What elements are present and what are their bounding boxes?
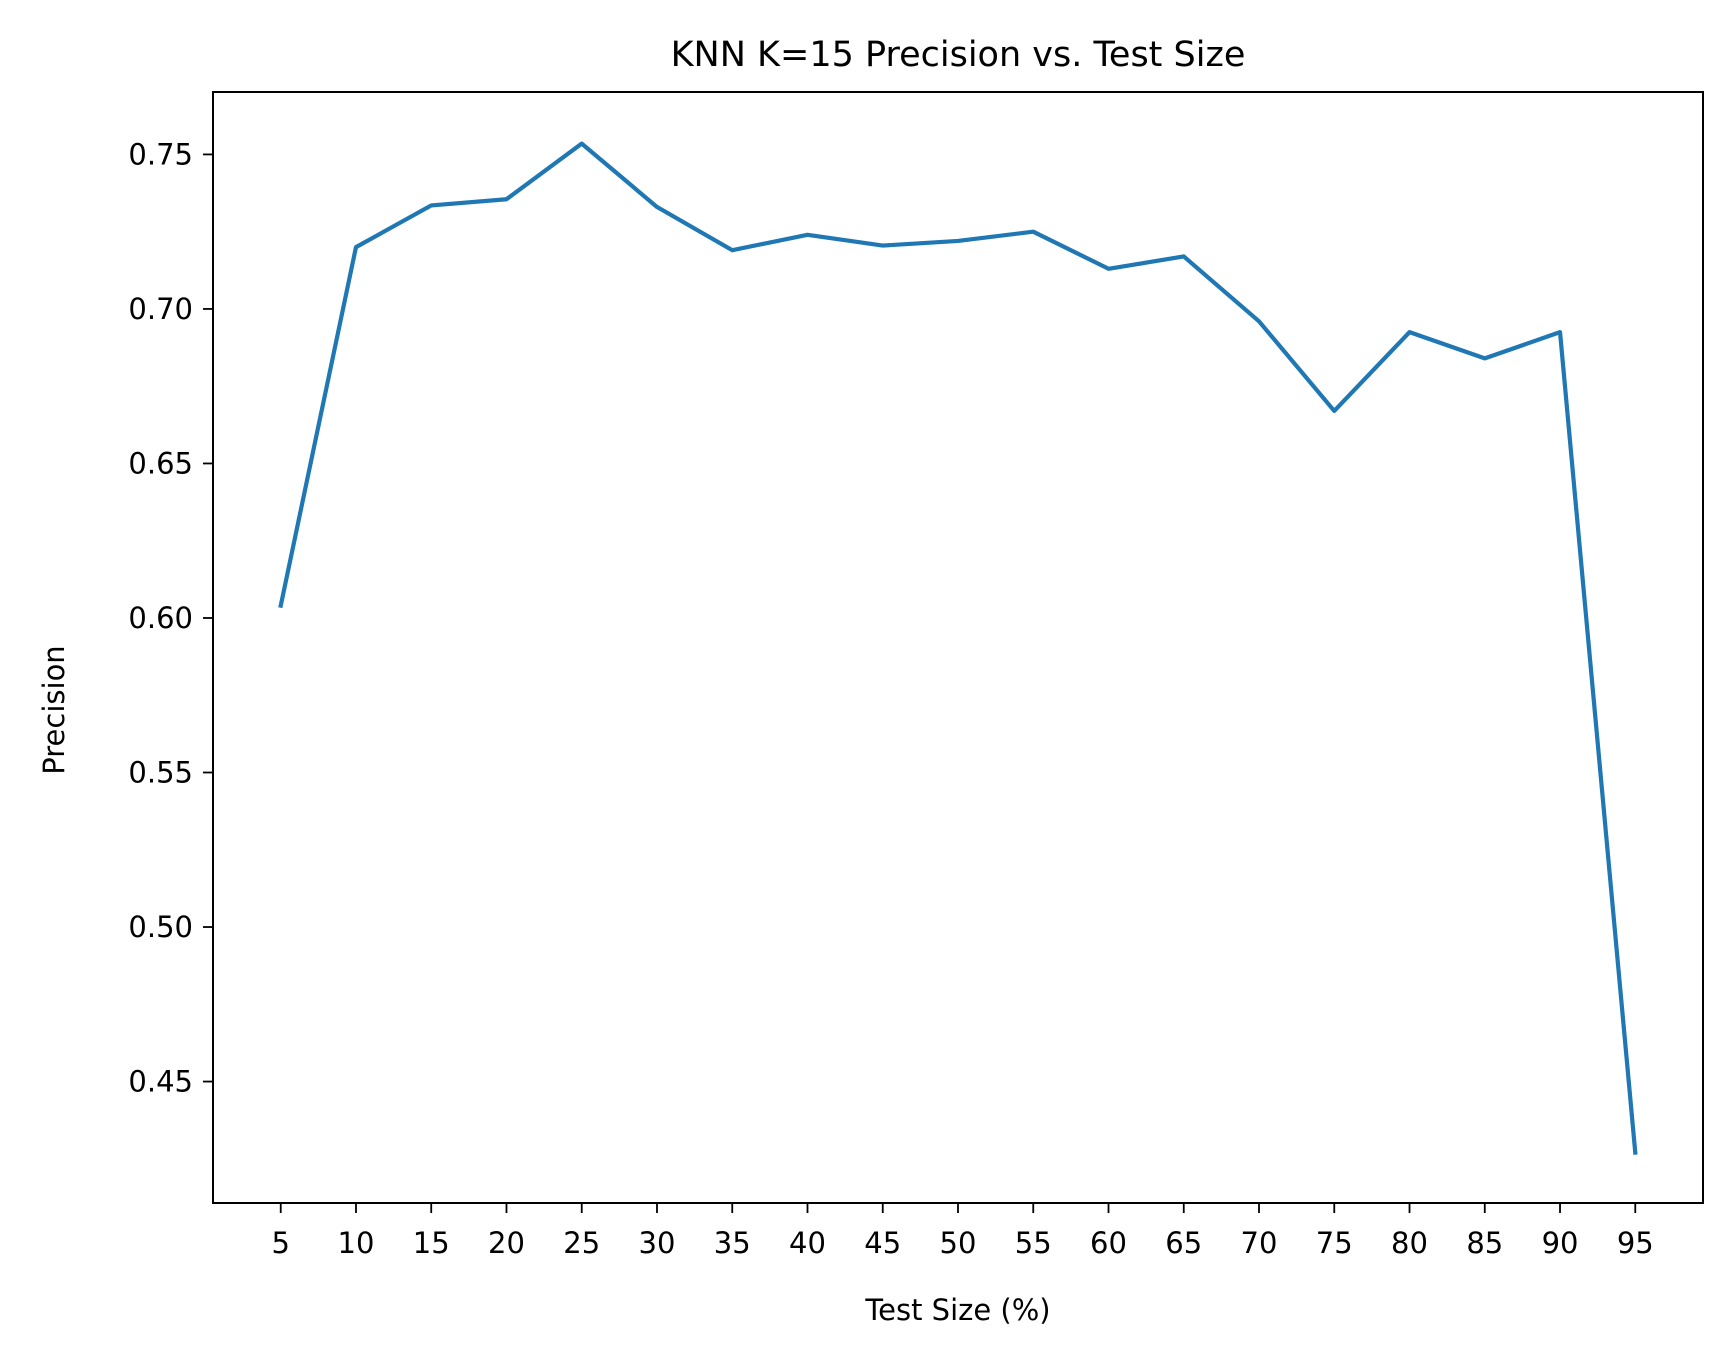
plot-area: 5 10 15 20 25 30 35 40 45 50 55 60 65 70 75 80 85 90 95 0.4…	[128, 91, 1704, 1260]
x-tick-label-50: 50	[940, 1226, 977, 1260]
x-tick-label-25: 25	[563, 1226, 600, 1260]
x-tick-label-90: 90	[1542, 1226, 1579, 1260]
x-tick-label-5: 5	[272, 1226, 290, 1260]
x-tick-label-75: 75	[1316, 1226, 1353, 1260]
x-tick-label-70: 70	[1241, 1226, 1278, 1260]
y-tick-label-0.65: 0.65	[128, 446, 193, 480]
x-tick-label-60: 60	[1090, 1226, 1127, 1260]
x-tick-label-65: 65	[1165, 1226, 1202, 1260]
x-tick-label-15: 15	[413, 1226, 450, 1260]
series-line	[278, 141, 1638, 1155]
x-tick-label-10: 10	[338, 1226, 375, 1260]
x-tick-label-40: 40	[789, 1226, 826, 1260]
x-tick-label-35: 35	[714, 1226, 751, 1260]
x-tick-label-45: 45	[864, 1226, 901, 1260]
y-tick-label-0.50: 0.50	[128, 910, 193, 944]
x-axis-label: Test Size (%)	[864, 1293, 1050, 1327]
chart-title: KNN K=15 Precision vs. Test Size	[671, 35, 1246, 75]
y-tick-label-0.45: 0.45	[128, 1065, 193, 1099]
y-tick-label-0.70: 0.70	[128, 292, 193, 326]
y-axis-label: Precision	[37, 645, 71, 774]
x-tick-label-95: 95	[1617, 1226, 1654, 1260]
x-tick-label-55: 55	[1015, 1226, 1052, 1260]
x-tick-label-80: 80	[1391, 1226, 1428, 1260]
x-tick-label-30: 30	[639, 1226, 676, 1260]
y-tick-label-0.75: 0.75	[128, 137, 193, 171]
y-tick-label-0.55: 0.55	[128, 756, 193, 790]
axes-frame	[212, 91, 1704, 1204]
x-tick-label-85: 85	[1466, 1226, 1503, 1260]
x-tick-label-20: 20	[488, 1226, 525, 1260]
y-tick-label-0.60: 0.60	[128, 601, 193, 635]
